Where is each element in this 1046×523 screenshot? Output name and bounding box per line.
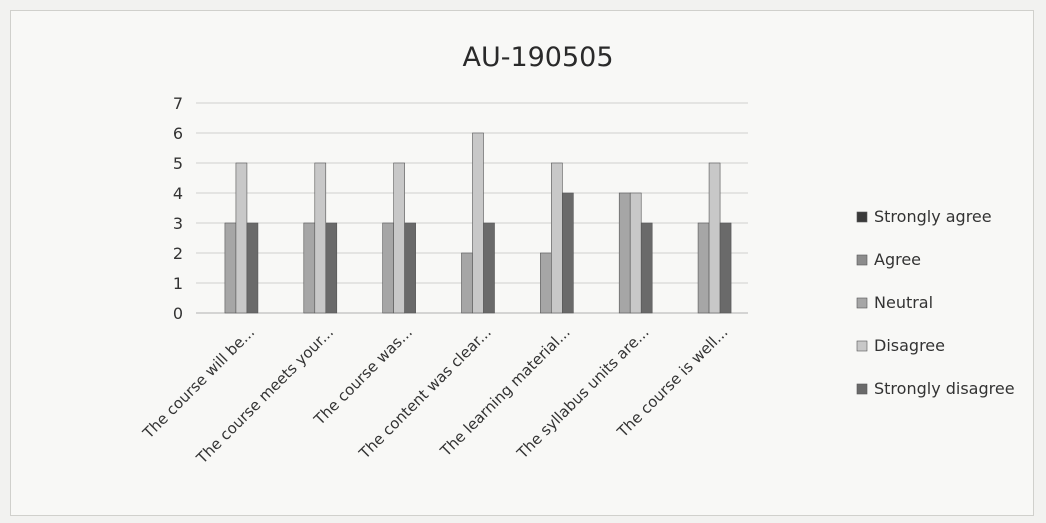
bar-disagree — [709, 163, 720, 313]
x-category-label: The content was clear... — [355, 323, 495, 463]
bar-disagree — [473, 133, 484, 313]
bar-neutral — [462, 253, 473, 313]
bar-neutral — [225, 223, 236, 313]
bar-strongly-disagree — [720, 223, 731, 313]
bar-disagree — [630, 193, 641, 313]
bar-neutral — [698, 223, 709, 313]
bar-neutral — [304, 223, 315, 313]
legend-label: Disagree — [874, 336, 945, 355]
y-axis-ticks: 0 1 2 3 4 5 6 7 — [173, 94, 183, 323]
bar-strongly-disagree — [405, 223, 416, 313]
legend: Strongly agree Agree Neutral Disagree Strong… — [857, 207, 1015, 398]
y-tick-label: 1 — [173, 274, 183, 293]
legend-swatch — [857, 384, 867, 394]
y-tick-label: 7 — [173, 94, 183, 113]
y-tick-label: 4 — [173, 184, 183, 203]
x-category-label: The learning material... — [436, 323, 574, 461]
x-category-label: The syllabus units are... — [513, 323, 653, 463]
legend-swatch — [857, 341, 867, 351]
y-tick-label: 0 — [173, 304, 183, 323]
y-tick-label: 6 — [173, 124, 183, 143]
legend-swatch — [857, 212, 867, 222]
bar-strongly-disagree — [641, 223, 652, 313]
chart-frame: AU-190505 0 1 2 3 4 5 6 7 The course will be...… — [10, 10, 1034, 516]
bar-strongly-disagree — [562, 193, 573, 313]
bar-strongly-disagree — [484, 223, 495, 313]
legend-label: Agree — [874, 250, 921, 269]
bar-disagree — [236, 163, 247, 313]
x-category-label: The course meets your... — [192, 323, 337, 468]
legend-label: Neutral — [874, 293, 933, 312]
y-tick-label: 2 — [173, 244, 183, 263]
bar-strongly-disagree — [326, 223, 337, 313]
legend-swatch — [857, 298, 867, 308]
legend-swatch — [857, 255, 867, 265]
category-labels: The course will be...The course meets yo… — [139, 323, 732, 468]
bar-strongly-disagree — [247, 223, 258, 313]
bar-neutral — [540, 253, 551, 313]
bar-neutral — [619, 193, 630, 313]
bar-disagree — [394, 163, 405, 313]
bar-disagree — [315, 163, 326, 313]
y-tick-label: 3 — [173, 214, 183, 233]
chart-title: AU-190505 — [462, 42, 613, 73]
bar-neutral — [383, 223, 394, 313]
y-tick-label: 5 — [173, 154, 183, 173]
bar-disagree — [551, 163, 562, 313]
chart-svg: AU-190505 0 1 2 3 4 5 6 7 The course will be...… — [11, 11, 1035, 517]
legend-label: Strongly agree — [874, 207, 992, 226]
legend-label: Strongly disagree — [874, 379, 1015, 398]
